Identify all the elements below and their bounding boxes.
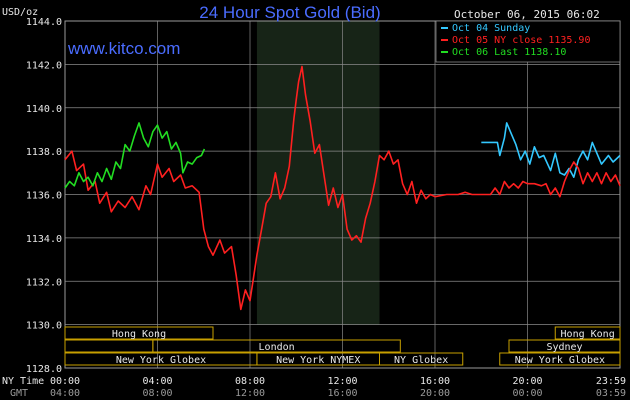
y-tick-label: 1138.0 [26, 147, 62, 158]
ny-time-label: NY Time [2, 376, 44, 387]
session-label: Hong Kong [561, 329, 615, 340]
gmt-tick: 08:00 [142, 388, 172, 399]
legend-entry: Oct 04 Sunday [452, 23, 530, 34]
y-tick-label: 1136.0 [26, 191, 62, 202]
ny-time-tick: 23:59 [596, 376, 626, 387]
session-bands: Hong Kong Hong Kong London Sydney New York G… [64, 326, 621, 366]
gmt-tick: 16:00 [327, 388, 357, 399]
legend-box [435, 20, 621, 63]
watermark: www.kitco.com [67, 39, 180, 58]
ny-time-tick: 04:00 [142, 376, 172, 387]
legend-entry: Oct 06 Last 1138.10 [452, 47, 566, 58]
session-label: New York Globex [515, 355, 605, 366]
ny-time-tick: 08:00 [235, 376, 265, 387]
ny-time-tick: 00:00 [50, 376, 80, 387]
ny-time-tick: 16:00 [420, 376, 450, 387]
session-box [64, 326, 214, 340]
session-box [508, 339, 621, 353]
gmt-tick: 12:00 [235, 388, 265, 399]
nymex-shaded-region [256, 21, 380, 325]
session-label: New York NYMEX [276, 355, 360, 366]
y-tick-label: 1132.0 [26, 277, 62, 288]
y-tick-label: 1144.0 [26, 17, 62, 28]
ny-time-tick: 12:00 [327, 376, 357, 387]
session-box [379, 352, 464, 366]
series-line [481, 122, 621, 178]
legend-entry: Oct 05 NY close 1135.90 [452, 35, 590, 46]
session-label: London [259, 342, 295, 353]
gmt-tick: 00:00 [512, 388, 542, 399]
y-tick-label: 1134.0 [26, 234, 62, 245]
y-tick-label: 1140.0 [26, 104, 62, 115]
session-label: Sydney [546, 342, 582, 353]
session-box [499, 352, 621, 366]
session-label: New York Globex [116, 355, 206, 366]
chart-title: 24 Hour Spot Gold (Bid) [199, 3, 380, 22]
datetime-label: October 06, 2015 06:02 [454, 8, 600, 21]
series-lines [64, 65, 621, 311]
gmt-label: GMT [10, 388, 28, 399]
session-box [152, 339, 401, 353]
plot-frame [64, 20, 621, 369]
gmt-tick: 03:59 [596, 388, 626, 399]
time-axis: NY Time GMT 00:00 04:00 08:00 12:00 16:00 20:… [2, 376, 626, 399]
y-tick-label: 1130.0 [26, 321, 62, 332]
unit-label: USD/oz [2, 7, 38, 18]
series-line [64, 122, 206, 189]
ny-time-tick: 20:00 [512, 376, 542, 387]
y-axis-ticks: 1128.0 1130.0 1132.0 1134.0 1136.0 1138.0 1140… [26, 17, 62, 375]
series-line [64, 65, 621, 311]
y-tick-label: 1142.0 [26, 60, 62, 71]
y-tick-label: 1128.0 [26, 364, 62, 375]
session-box [554, 326, 621, 340]
gmt-tick: 20:00 [420, 388, 450, 399]
session-label: NY Globex [394, 355, 448, 366]
gmt-tick: 04:00 [50, 388, 80, 399]
session-label: Hong Kong [112, 329, 166, 340]
